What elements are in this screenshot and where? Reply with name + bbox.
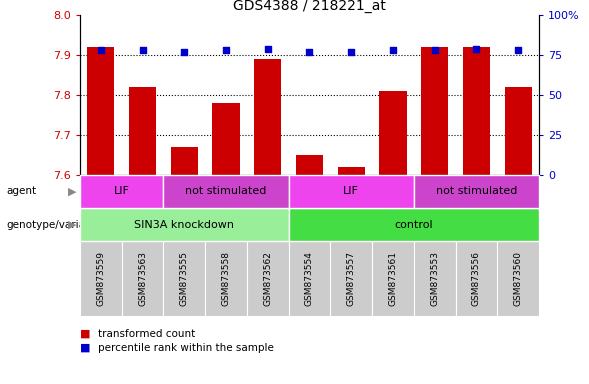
Text: SIN3A knockdown: SIN3A knockdown: [134, 220, 234, 230]
Text: ▶: ▶: [68, 187, 76, 197]
Point: [96, 47, 105, 53]
Text: control: control: [395, 220, 433, 230]
Bar: [254, 59, 282, 175]
Text: GSM873554: GSM873554: [305, 251, 314, 306]
Text: ■: ■: [80, 329, 91, 339]
Text: GSM873558: GSM873558: [221, 251, 230, 306]
Text: GSM873562: GSM873562: [263, 251, 272, 306]
Bar: [505, 87, 532, 175]
Title: GDS4388 / 218221_at: GDS4388 / 218221_at: [233, 0, 386, 13]
Text: GSM873556: GSM873556: [472, 251, 481, 306]
Text: transformed count: transformed count: [98, 329, 195, 339]
Text: GSM873557: GSM873557: [347, 251, 356, 306]
Bar: [129, 87, 156, 175]
Text: ▶: ▶: [68, 220, 76, 230]
Bar: [87, 47, 114, 175]
Bar: [296, 155, 323, 175]
Point: [472, 46, 481, 52]
Text: GSM873561: GSM873561: [389, 251, 398, 306]
Point: [180, 49, 189, 55]
Text: GSM873555: GSM873555: [180, 251, 189, 306]
Text: LIF: LIF: [343, 187, 359, 197]
Text: ■: ■: [80, 343, 91, 353]
Text: LIF: LIF: [114, 187, 130, 197]
Text: GSM873560: GSM873560: [514, 251, 522, 306]
Text: GSM873563: GSM873563: [138, 251, 147, 306]
Text: agent: agent: [6, 187, 36, 197]
Point: [430, 47, 439, 53]
Text: GSM873553: GSM873553: [430, 251, 439, 306]
Text: not stimulated: not stimulated: [436, 187, 517, 197]
Text: percentile rank within the sample: percentile rank within the sample: [98, 343, 274, 353]
Point: [514, 47, 523, 53]
Text: GSM873559: GSM873559: [97, 251, 105, 306]
Point: [221, 47, 231, 53]
Point: [388, 47, 398, 53]
Point: [346, 49, 356, 55]
Point: [305, 49, 314, 55]
Text: genotype/variation: genotype/variation: [6, 220, 105, 230]
Bar: [379, 91, 406, 175]
Text: not stimulated: not stimulated: [186, 187, 267, 197]
Point: [138, 47, 147, 53]
Bar: [421, 47, 448, 175]
Bar: [337, 167, 365, 175]
Point: [263, 46, 273, 52]
Bar: [171, 147, 198, 175]
Bar: [463, 47, 490, 175]
Bar: [213, 103, 240, 175]
